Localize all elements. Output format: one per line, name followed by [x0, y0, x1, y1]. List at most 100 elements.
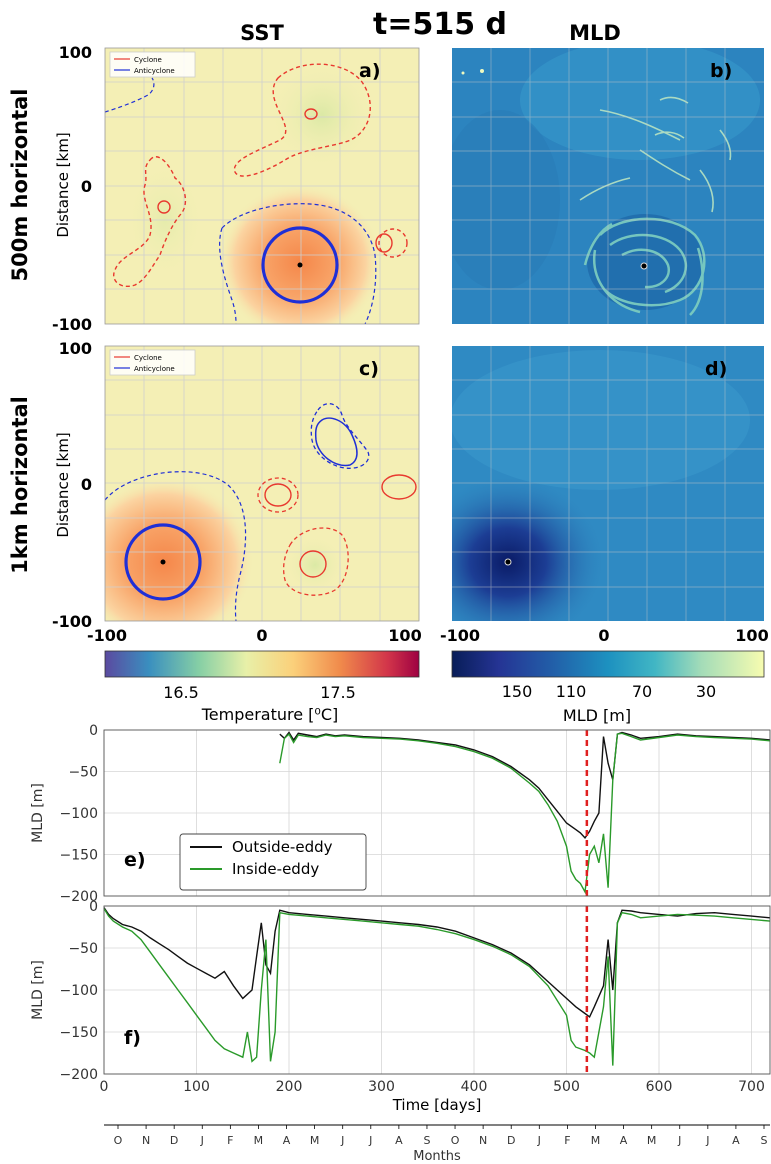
- ytick-label: −100: [60, 806, 98, 822]
- panel-a-sst-map: Cyclone Anticyclone: [105, 48, 419, 324]
- panel-label-a: a): [359, 60, 381, 82]
- colorbar-sst: [104, 650, 420, 678]
- panel-c-sst-map: Cyclone Anticyclone: [105, 346, 419, 621]
- legend-c-anticyclone: Anticyclone: [134, 365, 175, 373]
- month-label: A: [732, 1134, 740, 1147]
- ytick-label: −50: [68, 765, 98, 781]
- ytick-label: −100: [60, 983, 98, 999]
- month-label: A: [620, 1134, 628, 1147]
- month-label: D: [507, 1134, 515, 1147]
- legend-label: Outside-eddy: [232, 838, 333, 856]
- ytick-a-100: 100: [59, 43, 92, 62]
- series-line-outside-eddy: [279, 731, 771, 840]
- ytick-label: −50: [68, 941, 98, 957]
- month-label: A: [283, 1134, 291, 1147]
- ytick-label: −200: [60, 889, 98, 905]
- ytick-label: 0: [89, 723, 98, 739]
- row-label-1km: 1km horizontal: [8, 396, 32, 574]
- plot-frame: [103, 729, 771, 897]
- legend-a-cyclone: Cyclone: [134, 56, 162, 64]
- months-axis-title: Months: [413, 1149, 461, 1164]
- xlabel: Time [days]: [392, 1096, 482, 1114]
- ytick-c-100: 100: [59, 339, 92, 358]
- month-label: M: [591, 1134, 601, 1147]
- panel-a-frame: [104, 47, 420, 325]
- colorbar-sst-tick-1: 16.5: [163, 683, 199, 702]
- xtick-label: 100: [183, 1079, 210, 1095]
- eddy-center-d: [504, 558, 512, 566]
- xtick-mld-100: 100: [735, 626, 768, 645]
- panel-d-mld-map: [452, 346, 764, 621]
- eddy-center-c: [160, 559, 166, 565]
- xtick-sst-0: 0: [256, 626, 267, 645]
- ylabel-top: Distance [km]: [54, 132, 72, 237]
- ytick-c-0: 0: [81, 475, 92, 494]
- xtick-mld-0: 0: [598, 626, 609, 645]
- ytick-a-0: 0: [81, 177, 92, 196]
- month-label: J: [537, 1134, 541, 1147]
- ylabel: MLD [m]: [30, 960, 46, 1020]
- month-label: M: [647, 1134, 657, 1147]
- ylabel-bottom: Distance [km]: [54, 432, 72, 537]
- panel-label: f): [124, 1027, 141, 1049]
- panel-label-c: c): [359, 358, 379, 380]
- colorbar-mld-label: MLD [m]: [563, 706, 631, 725]
- column-title-sst: SST: [240, 21, 284, 45]
- panel-label: e): [124, 849, 146, 871]
- ytick-c-m100: -100: [52, 612, 92, 631]
- month-label: O: [451, 1134, 460, 1147]
- month-label: N: [142, 1134, 150, 1147]
- colorbar-mld: [451, 650, 765, 678]
- xtick-label: 400: [461, 1079, 488, 1095]
- xtick-label: 700: [738, 1079, 765, 1095]
- panel-label-b: b): [710, 60, 732, 82]
- series-line-inside-eddy: [103, 908, 771, 1066]
- month-label: J: [677, 1134, 681, 1147]
- xtick-label: 300: [368, 1079, 395, 1095]
- timeseries-panel-e: 0 −50 −100 −150 −200 MLD [m] e) Outside-eddy Ins…: [30, 723, 771, 905]
- panel-b-mld-map: [452, 48, 764, 324]
- ytick-label: −150: [60, 1025, 98, 1041]
- month-label: A: [395, 1134, 403, 1147]
- colorbar-mld-tick-4: 30: [696, 682, 716, 701]
- month-label: J: [340, 1134, 344, 1147]
- month-label: O: [114, 1134, 123, 1147]
- ytick-label: −200: [60, 1067, 98, 1083]
- month-label: N: [479, 1134, 487, 1147]
- panel-c-frame: [104, 345, 420, 622]
- month-label: F: [227, 1134, 233, 1147]
- xtick-label: 500: [553, 1079, 580, 1095]
- xtick-label: 600: [646, 1079, 673, 1095]
- ylabel: MLD [m]: [30, 783, 46, 843]
- xtick-label: 0: [100, 1079, 109, 1095]
- legend: Outside-eddy Inside-eddy: [179, 833, 367, 891]
- xtick-sst-100: 100: [388, 626, 421, 645]
- panel-label-d: d): [705, 358, 727, 380]
- colorbar-sst-label: Temperature [⁰C]: [201, 705, 339, 724]
- eddy-center-b: [640, 262, 648, 270]
- colorbar-sst-tick-2: 17.5: [320, 683, 356, 702]
- column-title-mld: MLD: [569, 21, 621, 45]
- row-label-500m: 500m horizontal: [8, 89, 32, 282]
- legend-a-anticyclone: Anticyclone: [134, 67, 175, 75]
- ytick-a-m100: -100: [52, 315, 92, 334]
- month-label: M: [310, 1134, 320, 1147]
- ytick-label: 0: [89, 899, 98, 915]
- month-label: J: [200, 1134, 204, 1147]
- ytick-label: −150: [60, 848, 98, 864]
- xtick-sst-m100: -100: [87, 626, 127, 645]
- colorbar-mld-tick-3: 70: [632, 682, 652, 701]
- timeseries-panel-f: 0 −50 −100 −150 −200 MLD [m] f) 0 100 200 300 400 50…: [30, 899, 771, 1114]
- xtick-mld-m100: -100: [440, 626, 480, 645]
- month-label: S: [761, 1134, 768, 1147]
- xtick-label: 200: [276, 1079, 303, 1095]
- month-label: M: [254, 1134, 264, 1147]
- month-label: F: [564, 1134, 570, 1147]
- legend-label: Inside-eddy: [232, 860, 319, 878]
- plot-frame: [103, 905, 771, 1075]
- colorbar-mld-tick-1: 150: [502, 682, 533, 701]
- month-label: D: [170, 1134, 178, 1147]
- month-label: J: [368, 1134, 372, 1147]
